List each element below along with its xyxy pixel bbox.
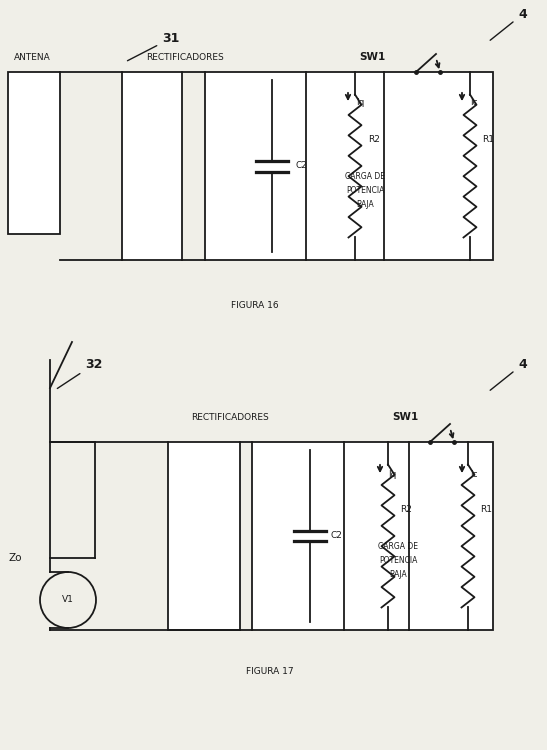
Text: BAJA: BAJA [356, 200, 374, 209]
Text: ANTENA: ANTENA [14, 53, 50, 62]
Text: 4: 4 [490, 358, 527, 390]
Text: V1: V1 [62, 596, 74, 604]
Text: BAJA: BAJA [389, 570, 407, 579]
Bar [8, 72, 60, 234]
Text: SW1: SW1 [392, 412, 418, 422]
Text: R2: R2 [400, 506, 412, 515]
Bar [252, 442, 493, 630]
Text: C2: C2 [330, 532, 342, 541]
Text: Ic: Ic [470, 470, 478, 479]
Text: FIGURA 16: FIGURA 16 [231, 301, 279, 310]
Text: POTENCIA: POTENCIA [379, 556, 417, 565]
Bar [122, 72, 182, 260]
Text: 4: 4 [490, 8, 527, 40]
Text: R2: R2 [368, 136, 380, 145]
Text: Zo: Zo [8, 553, 21, 563]
Text: CARGA DE: CARGA DE [345, 172, 385, 181]
Text: C2: C2 [295, 161, 307, 170]
Text: FIGURA 17: FIGURA 17 [246, 668, 294, 676]
Text: POTENCIA: POTENCIA [346, 186, 384, 195]
Text: Iq: Iq [388, 470, 397, 479]
Text: R1: R1 [480, 506, 492, 515]
Text: Ic: Ic [470, 98, 478, 107]
Text: R1: R1 [482, 136, 494, 145]
Text: 31: 31 [127, 32, 179, 61]
Text: RECTIFICADORES: RECTIFICADORES [146, 53, 224, 62]
Bar [205, 72, 493, 260]
Text: SW1: SW1 [359, 52, 385, 62]
Text: RECTIFICADORES: RECTIFICADORES [191, 413, 269, 422]
Bar [168, 442, 240, 630]
Text: Iq: Iq [356, 98, 364, 107]
Text: 32: 32 [57, 358, 102, 388]
Text: CARGA DE: CARGA DE [378, 542, 418, 551]
